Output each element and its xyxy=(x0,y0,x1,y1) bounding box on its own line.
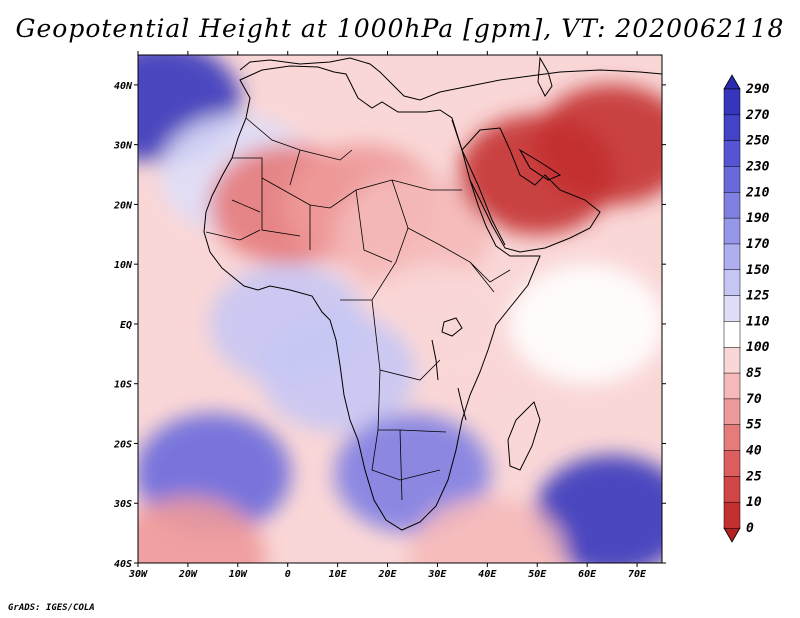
caspian-outline xyxy=(537,56,553,97)
arabia-coastline xyxy=(461,127,601,253)
colorbar-bin-2 xyxy=(723,476,741,503)
x-tick-label-10: 70E xyxy=(628,569,647,580)
field-sample-10 xyxy=(259,311,416,432)
x-tick-label-6: 30E xyxy=(427,569,447,580)
x-tick-label-7: 40E xyxy=(478,569,497,580)
colorbar-label-12: 190 xyxy=(746,211,770,226)
colorbar-top-arrow xyxy=(723,74,741,90)
chart-title: Geopotential Height at 1000hPa [gpm], VT… xyxy=(15,14,785,43)
colorbar-label-4: 55 xyxy=(746,418,762,433)
europe-coastline xyxy=(239,57,662,101)
colorbar-label-14: 230 xyxy=(745,159,770,174)
colorbar: 0 10 25 40 55 70 85 100 110 125 150 170 190 210 230 250… xyxy=(723,74,770,543)
y-tick-label-6: 20S xyxy=(113,439,132,450)
field-sample-14 xyxy=(138,497,266,563)
x-tick-label-2: 10W xyxy=(229,569,248,580)
lake-victoria-outline xyxy=(441,317,463,337)
colorbar-label-3: 40 xyxy=(746,444,762,459)
grads-credit: GrADS: IGES/COLA xyxy=(8,603,95,613)
colorbar-bin-8 xyxy=(723,321,741,348)
colorbar-bin-4 xyxy=(723,424,741,452)
colorbar-bin-15 xyxy=(723,140,741,168)
y-tick-label-7: 30S xyxy=(113,499,132,510)
colorbar-label-1: 10 xyxy=(746,495,762,510)
field-sample-4 xyxy=(334,174,491,295)
colorbar-bin-7 xyxy=(723,346,741,374)
field-sample-13 xyxy=(534,455,662,563)
y-tick-label-0: 40N xyxy=(114,81,133,92)
colorbar-bin-17 xyxy=(723,88,741,116)
colorbar-bin-3 xyxy=(723,450,741,477)
x-tick-label-8: 50E xyxy=(528,569,547,580)
field-sample-8 xyxy=(509,263,662,384)
colorbar-bin-9 xyxy=(723,295,741,322)
height-field xyxy=(138,55,662,563)
y-tick-label-1: 30N xyxy=(113,141,133,152)
colorbar-label-6: 85 xyxy=(746,366,762,381)
great-lakes-outline xyxy=(431,339,467,421)
colorbar-label-2: 25 xyxy=(745,469,762,484)
colorbar-bottom-arrow xyxy=(723,527,741,543)
colorbar-label-16: 270 xyxy=(745,108,770,123)
madagascar-outline xyxy=(507,401,541,471)
y-tick-label-2: 20N xyxy=(113,200,133,211)
africa-coastline xyxy=(203,65,541,531)
y-tick-label-5: 10S xyxy=(114,380,132,391)
colorbar-bin-5 xyxy=(723,398,741,426)
colorbar-bin-11 xyxy=(723,243,741,271)
colorbar-label-15: 250 xyxy=(745,134,770,149)
x-tick-label-0: 30W xyxy=(128,569,148,580)
colorbar-label-5: 70 xyxy=(746,392,762,407)
colorbar-bin-6 xyxy=(723,372,741,400)
x-tick-label-5: 20E xyxy=(377,569,397,580)
coastlines xyxy=(203,56,662,531)
colorbar-bin-1 xyxy=(723,501,741,529)
field-sample-6 xyxy=(534,84,662,205)
colorbar-label-11: 170 xyxy=(746,237,770,252)
colorbar-bin-14 xyxy=(723,166,741,193)
colorbar-label-7: 100 xyxy=(746,340,770,355)
country-borders xyxy=(205,117,511,501)
colorbar-bin-10 xyxy=(723,269,741,297)
colorbar-label-8: 110 xyxy=(746,314,770,329)
colorbar-bin-16 xyxy=(723,114,741,142)
y-tick-label-8: 40S xyxy=(114,559,132,570)
red-sea-outline xyxy=(451,119,506,246)
colorbar-bin-13 xyxy=(723,192,741,219)
field-sample-15 xyxy=(409,497,566,563)
y-tick-label-4: EQ xyxy=(120,320,132,331)
x-tick-label-9: 60E xyxy=(578,569,597,580)
plot-frame xyxy=(137,54,663,564)
colorbar-label-0: 0 xyxy=(746,521,754,536)
persian-gulf-outline xyxy=(518,148,562,181)
x-tick-label-4: 10E xyxy=(329,569,348,580)
y-tick-label-3: 10N xyxy=(114,260,133,271)
colorbar-label-13: 210 xyxy=(745,185,770,200)
colorbar-label-10: 150 xyxy=(746,263,770,278)
x-tick-label-3: 0 xyxy=(285,569,291,580)
field-sample-12 xyxy=(334,413,491,534)
colorbar-label-9: 125 xyxy=(746,289,770,304)
colorbar-bin-12 xyxy=(723,217,741,245)
colorbar-label-17: 290 xyxy=(745,82,770,97)
axes: 30W 20W 10W 0 10E 20E 30E 40E 50E 60E 70E 40N 30N 20N… xyxy=(113,51,666,580)
x-tick-label-1: 20W xyxy=(178,569,198,580)
